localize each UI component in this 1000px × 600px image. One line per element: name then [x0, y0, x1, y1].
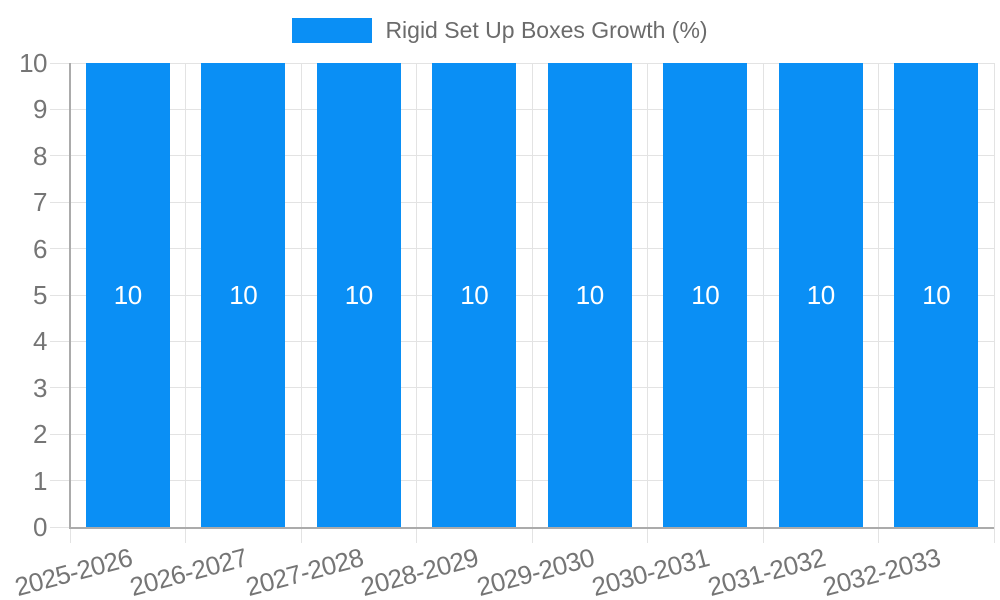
- y-tick-label: 5: [33, 280, 47, 310]
- legend[interactable]: Rigid Set Up Boxes Growth (%): [0, 17, 1000, 44]
- bar-value-label: 10: [691, 279, 720, 310]
- y-tick-label: 2: [33, 419, 47, 450]
- gridline-vertical: [762, 63, 764, 527]
- x-axis-tick: [878, 527, 879, 543]
- y-tick-label: 0: [33, 512, 47, 542]
- y-tick-label: 9: [33, 94, 47, 125]
- y-axis-tick: [50, 62, 70, 64]
- bar-value-label: 10: [806, 279, 835, 310]
- y-tick-label: 10: [19, 48, 47, 78]
- bar-value-label: 10: [575, 279, 604, 310]
- bar-value-label: 10: [229, 279, 258, 310]
- y-tick-label: 4: [33, 326, 47, 357]
- y-axis-tick: [50, 433, 70, 435]
- gridline-vertical: [300, 63, 302, 527]
- legend-swatch-icon: [292, 18, 373, 43]
- bar-2025-2026: 10: [85, 63, 170, 527]
- gridline-vertical: [878, 63, 879, 527]
- gridline-vertical: [185, 63, 186, 527]
- y-axis-tick: [50, 387, 70, 389]
- y-axis-tick: [50, 108, 70, 110]
- bar-value-label: 10: [460, 279, 489, 310]
- y-axis-tick: [50, 155, 70, 157]
- y-axis-line: [69, 63, 71, 529]
- y-axis-tick: [50, 526, 70, 528]
- y-axis-tick: [50, 201, 70, 203]
- y-axis-tick: [50, 340, 70, 342]
- y-tick-label: 7: [33, 187, 47, 218]
- gridline-vertical: [647, 63, 648, 527]
- bar-2028-2029: 10: [432, 63, 517, 527]
- gridline-vertical: [531, 63, 533, 527]
- gridline-vertical: [416, 63, 417, 527]
- x-axis-tick: [647, 527, 648, 543]
- x-axis-tick: [762, 527, 764, 543]
- bar-value-label: 10: [922, 279, 951, 310]
- y-tick-label: 3: [33, 372, 47, 403]
- x-axis-tick: [993, 527, 995, 543]
- bar-2030-2031: 10: [663, 63, 748, 527]
- legend-label: Rigid Set Up Boxes Growth (%): [385, 17, 708, 43]
- bar-2029-2030: 10: [547, 63, 632, 527]
- y-axis-tick: [50, 294, 70, 296]
- x-axis-tick: [531, 527, 533, 543]
- x-axis-tick: [416, 527, 417, 543]
- bar-value-label: 10: [113, 279, 142, 310]
- bar-2027-2028: 10: [316, 63, 401, 527]
- x-axis-tick: [69, 527, 71, 543]
- gridline-vertical: [993, 63, 995, 527]
- y-tick-label: 1: [33, 465, 47, 496]
- x-axis-tick: [300, 527, 302, 543]
- x-axis-line: [70, 527, 994, 529]
- y-axis-tick: [50, 248, 70, 250]
- x-axis-tick: [185, 527, 186, 543]
- bar-2032-2033: 10: [894, 63, 979, 527]
- bar-2031-2032: 10: [778, 63, 863, 527]
- y-axis-tick: [50, 480, 70, 482]
- y-tick-label: 6: [33, 233, 47, 264]
- y-tick-label: 8: [33, 140, 47, 171]
- bar-2026-2027: 10: [201, 63, 286, 527]
- bar-value-label: 10: [344, 279, 373, 310]
